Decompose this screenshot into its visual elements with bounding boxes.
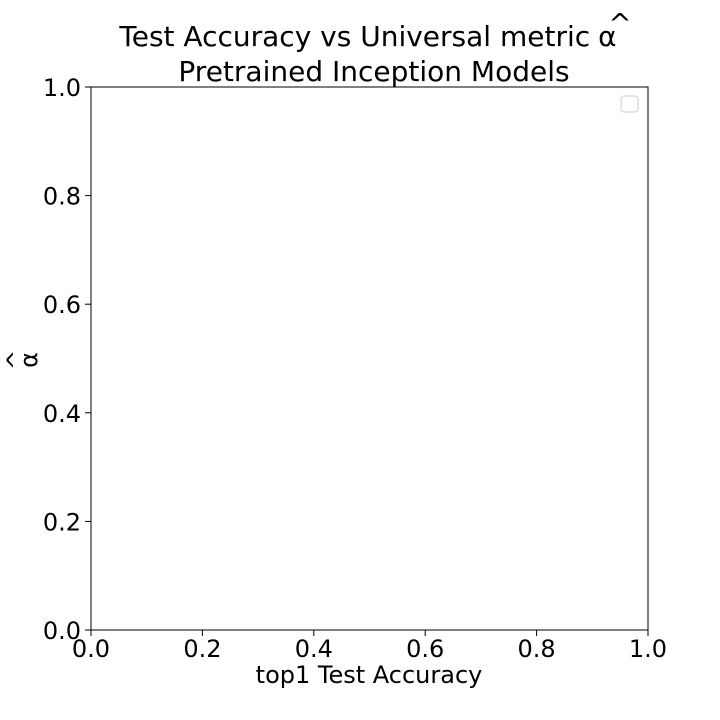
x-axis: 0.0 0.2 0.4 0.6 0.8 1.0 xyxy=(72,630,667,663)
y-axis-label: α ^ xyxy=(2,350,43,370)
title-alpha-accent: ^ xyxy=(608,7,631,40)
y-axis-label-alpha: α xyxy=(15,352,43,368)
chart-title: Test Accuracy vs Universal metric α ^ Pre… xyxy=(118,7,631,88)
title-line-1: Test Accuracy vs Universal metric xyxy=(118,20,590,53)
x-tick-label: 0.6 xyxy=(406,635,444,663)
x-tick-label: 0.2 xyxy=(183,635,221,663)
y-axis-label-accent: ^ xyxy=(2,350,30,370)
title-alpha-symbol: α xyxy=(598,20,616,53)
x-tick-label: 0.8 xyxy=(518,635,556,663)
x-tick-label: 0.0 xyxy=(72,635,110,663)
y-tick-label: 1.0 xyxy=(43,74,81,102)
y-tick-label: 0.2 xyxy=(43,508,81,536)
x-tick-label: 0.4 xyxy=(295,635,333,663)
svg-text:Test Accuracy vs Universal met: Test Accuracy vs Universal metric α xyxy=(118,20,616,53)
y-axis: 0.0 0.2 0.4 0.6 0.8 1.0 xyxy=(43,74,91,645)
axes-frame xyxy=(90,86,649,631)
title-line-2: Pretrained Inception Models xyxy=(178,55,569,88)
y-tick-label: 0.4 xyxy=(43,400,81,428)
x-tick-label: 1.0 xyxy=(629,635,667,663)
y-tick-label: 0.0 xyxy=(43,617,81,645)
y-tick-label: 0.6 xyxy=(43,291,81,319)
y-tick-label: 0.8 xyxy=(43,183,81,211)
legend-box xyxy=(620,95,639,113)
plot-area xyxy=(91,87,648,630)
x-axis-label: top1 Test Accuracy xyxy=(256,661,483,689)
